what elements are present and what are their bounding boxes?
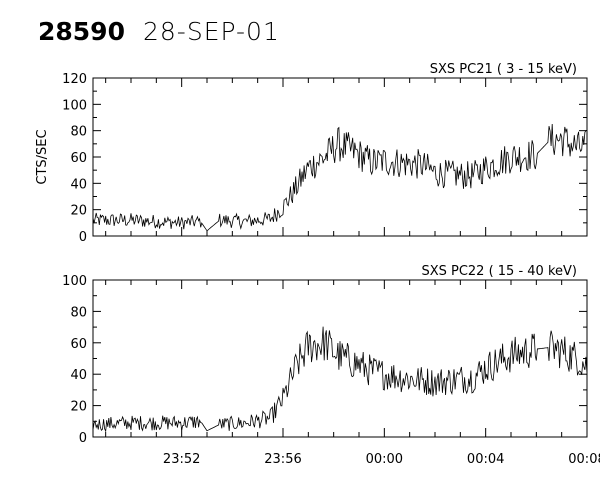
y-tick-label: 0 xyxy=(79,230,87,245)
x-tick-label: 00:08 xyxy=(568,452,600,467)
x-tick-label: 00:00 xyxy=(366,452,403,467)
y-tick-label: 0 xyxy=(79,431,87,446)
x-tick-label: 23:52 xyxy=(163,452,200,467)
series-line xyxy=(93,123,587,232)
x-tick-label: 23:56 xyxy=(264,452,301,467)
y-tick-label: 60 xyxy=(70,337,87,352)
panel-title: SXS PC21 ( 3 - 15 keV) xyxy=(430,62,577,77)
y-tick-label: 20 xyxy=(70,400,87,415)
y-tick-label: 60 xyxy=(70,151,87,166)
y-tick-label: 40 xyxy=(70,177,87,192)
y-tick-label: 80 xyxy=(70,125,87,140)
panel-1: SXS PC21 ( 3 - 15 keV) CTS/SEC 0 20 40 60 80 10… xyxy=(35,62,588,245)
y-tick-label: 100 xyxy=(62,98,87,113)
x-tick-label: 00:04 xyxy=(467,452,504,467)
panel-title: SXS PC22 ( 15 - 40 keV) xyxy=(421,264,577,279)
y-tick-label: 80 xyxy=(70,305,87,320)
y-tick-label: 40 xyxy=(70,368,87,383)
observation-id: 28590 xyxy=(38,17,125,46)
observation-date: 28-SEP-01 xyxy=(143,17,280,46)
y-axis-label: CTS/SEC xyxy=(35,129,50,184)
y-tick-label: 100 xyxy=(62,274,87,289)
y-tick-label: 120 xyxy=(62,72,87,87)
panel-2: SXS PC22 ( 15 - 40 keV) 0 20 40 60 80 100 23:52… xyxy=(62,264,600,467)
y-tick-label: 20 xyxy=(70,204,87,219)
series-line xyxy=(93,326,587,433)
